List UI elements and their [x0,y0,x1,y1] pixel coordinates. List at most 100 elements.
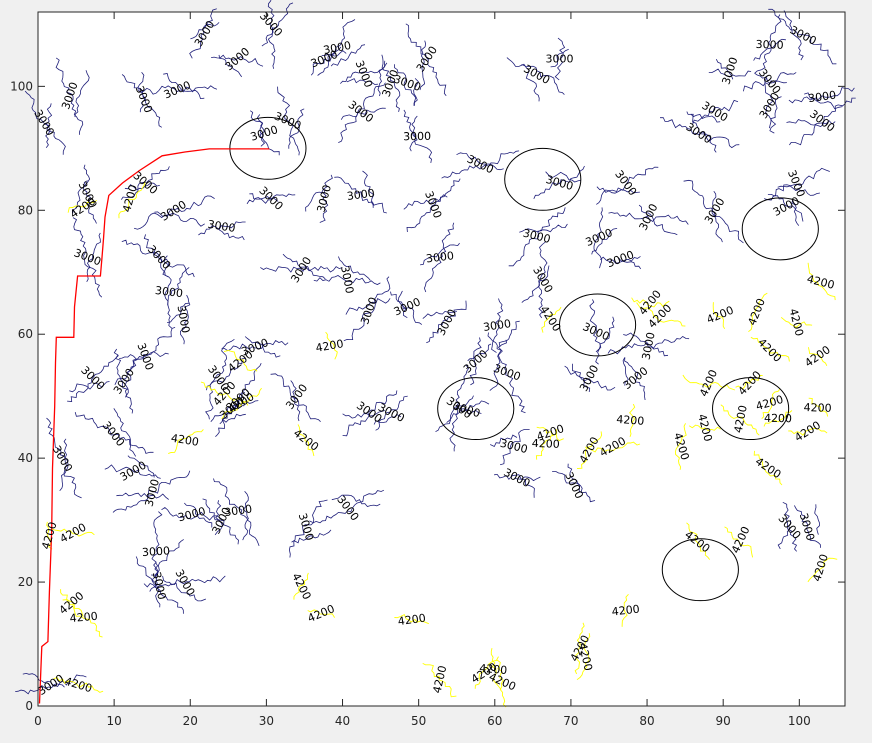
contour-3000-line [124,359,138,398]
contour-label: 4200 [69,610,98,625]
contour-label: 3000 [338,265,356,295]
contour-3000-line [338,82,386,143]
contour-3000-line [769,96,782,129]
contour-label: 4200 [616,413,645,428]
contour-label: 3000 [403,130,431,143]
contour-3000-line [441,150,520,179]
contour-3000-line [456,152,504,171]
contour-label: 3000 [322,39,352,57]
contour-3000-line [550,48,569,68]
contour-label: 3000 [150,571,169,601]
contour-3000-line [377,60,386,97]
y-tick-label: 60 [18,327,33,341]
contour-3000-line [783,10,804,61]
contour-3000-line [137,85,218,95]
contour-4200-line [748,292,768,333]
contour-3000-line [215,363,262,437]
contour-4200-line [67,199,98,213]
contour-4200-line [307,609,335,618]
contour-label: 3000 [154,284,183,300]
contour-3000-line [257,114,266,147]
contour-3000-line [55,57,84,135]
contour-3000-line [596,186,640,194]
contour-4200-line [574,622,585,675]
highlight-circle [504,147,582,211]
y-tick-label: 0 [25,699,33,713]
contour-3000-line [419,40,427,91]
contour-3000-line [288,499,328,558]
contour-3000-line [420,242,460,266]
contour-3000-line [683,179,744,244]
contour-3000-line [190,22,220,40]
contour-3000-line [340,62,388,84]
contour-3000-line [342,390,398,437]
x-tick-label: 80 [639,714,654,728]
contour-3000-line [623,332,669,357]
contour-4200-line [636,302,686,327]
contour-label: 3000 [223,502,253,519]
x-axis-ticks: 0 10 20 30 40 50 60 70 80 90 100 [34,12,811,728]
x-tick-label: 100 [788,714,811,728]
contour-3000-line [154,211,205,227]
contour-4200-line [576,431,603,470]
contour-3000-line [267,0,276,69]
contour-4200-line [621,593,629,627]
contour-4200-line [712,302,726,330]
contour-4200-line [62,599,103,638]
contour-4200-line [422,662,457,698]
contour-3000-line [338,256,371,281]
contour-3000-line [113,408,137,457]
contour-3000-line [362,170,375,208]
contour-3000-line [519,223,568,233]
contour-3000-line [313,275,381,285]
contour-3000-line [491,298,504,353]
contour-4200-line [688,424,721,432]
contour-3000-line [403,194,448,210]
contour-3000-line [533,165,585,199]
contour-3000-line [161,506,223,521]
contour-3000-line [113,348,134,414]
contour-label: 3000 [207,218,237,235]
contour-label: 4200 [170,432,200,449]
contour-3000-line [514,478,535,498]
highlight-circle [712,377,790,441]
contour-3000-line [564,365,616,391]
contour-3000-line [74,70,90,118]
contour-3000-line [260,265,343,273]
contour-4200-line [535,429,558,460]
y-tick-label: 80 [18,203,33,217]
contour-3000-line [249,193,279,202]
contour-3000-line [596,166,659,205]
contour-3000-line [104,464,161,479]
contour-4200-line [761,388,781,420]
contour-label: 4200 [764,412,792,425]
contour-label: 3000 [807,89,837,106]
contour-label: 4200 [732,404,750,434]
contour-3000-line [394,64,417,106]
contour-4200-line [496,656,507,708]
contour-3000-line [184,502,213,528]
contour-3000-line [499,429,530,466]
contour-3000-line [162,255,173,329]
contour-3000-line [59,438,69,492]
contour-3000-line [398,290,408,319]
contour-4200-line [293,572,309,600]
contour-3000-line [375,395,408,431]
contour-3000-line [83,164,97,224]
contour-4200-line [51,528,95,537]
contour-3000-line [15,674,87,695]
contour-3000-line [595,316,615,353]
contour-3000-line [143,234,169,278]
contour-label: 4200 [532,437,560,451]
contour-3000-line [205,338,235,420]
contour-label: 3000 [346,187,375,203]
contour-label: 4200 [430,664,449,694]
contour-3000-line [119,351,169,361]
contour-3000-line [213,478,260,547]
x-tick-label: 30 [259,714,274,728]
contour-label: 3000 [640,331,658,361]
x-tick-label: 60 [487,714,502,728]
x-tick-label: 0 [34,714,42,728]
contour-3000-line [538,241,548,319]
y-tick-label: 100 [10,79,33,93]
